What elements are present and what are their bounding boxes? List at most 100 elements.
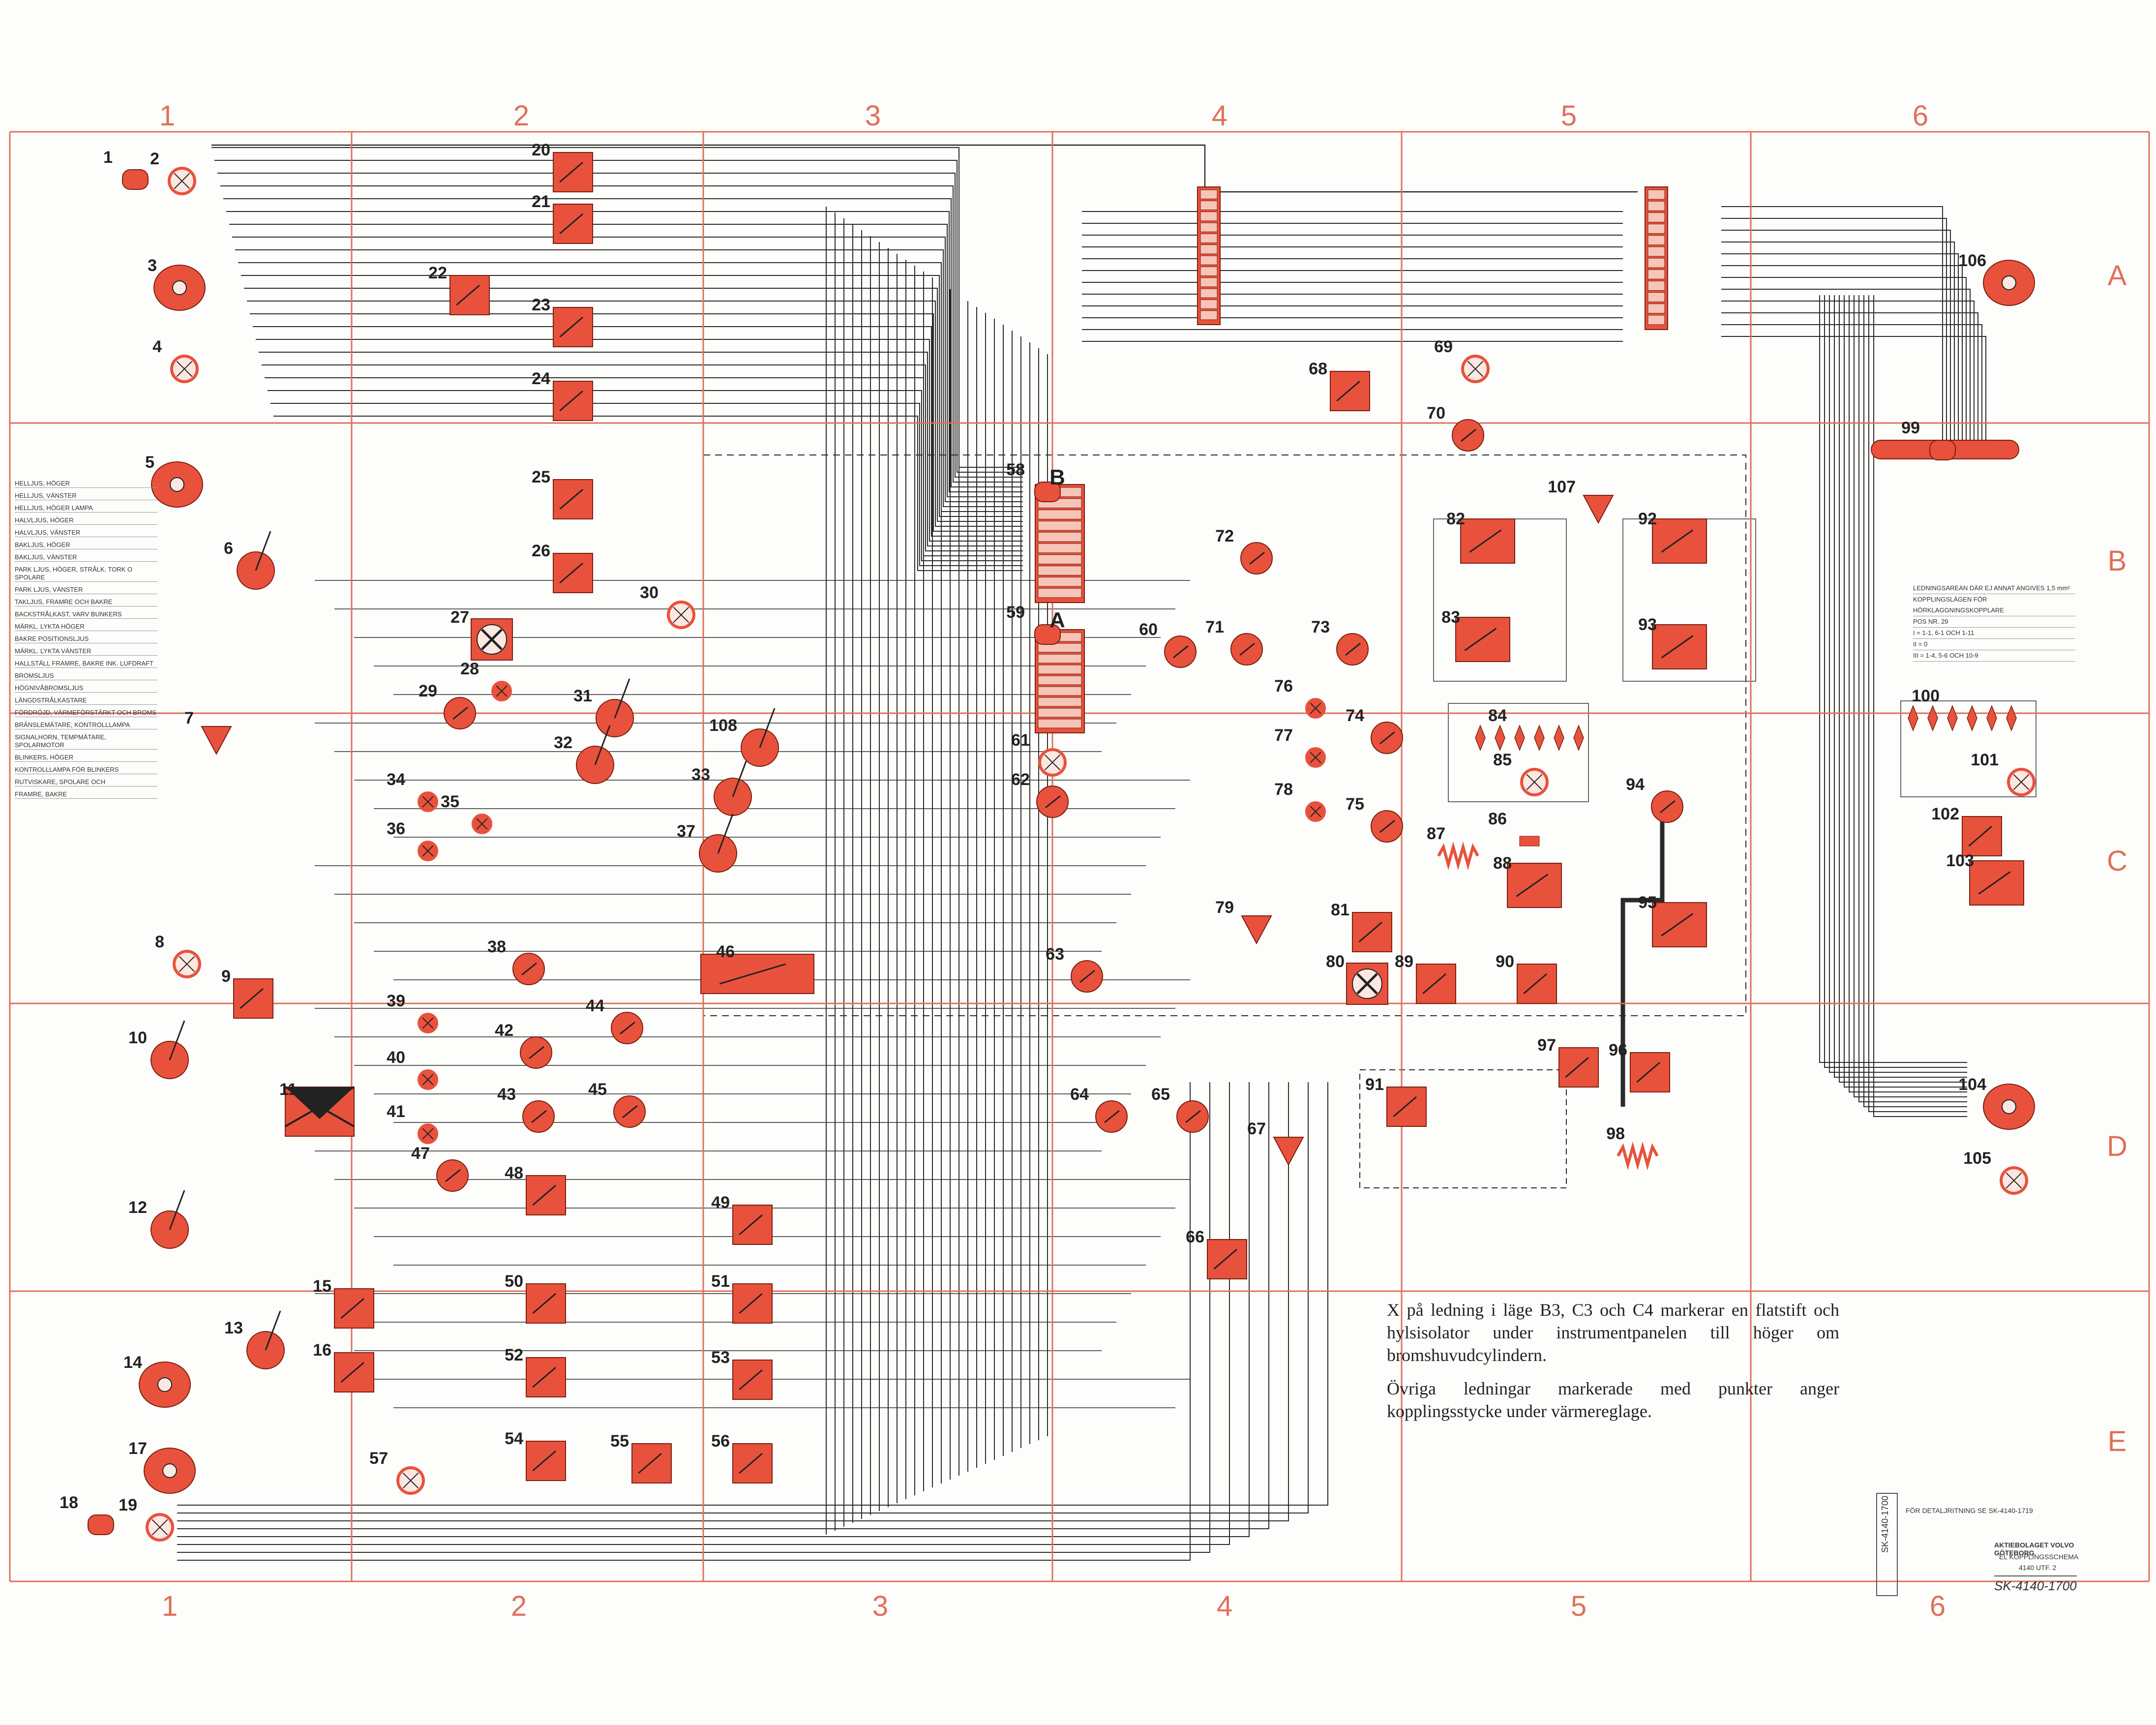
component-56-relay: 56: [711, 1432, 773, 1483]
component-number: 14: [123, 1353, 142, 1372]
relay-contact: [340, 1362, 364, 1383]
component-body: [553, 479, 593, 519]
component-number: 28: [460, 660, 479, 678]
gauge-needle: [521, 962, 537, 976]
switch-lever: [169, 1020, 185, 1060]
grid-column-label-top: 4: [1212, 100, 1228, 132]
component-9-relay: 9: [221, 967, 273, 1019]
component-number: 68: [1309, 360, 1327, 378]
lamp-cross: [673, 606, 689, 623]
component-74-gauge: 74: [1346, 706, 1403, 754]
component-number: 2: [150, 150, 159, 168]
diode: [2006, 704, 2017, 732]
component-number: 52: [505, 1346, 523, 1364]
component-number: 40: [387, 1048, 405, 1067]
wire: [241, 275, 1023, 517]
legend-item: BAKRE POSITIONSLJUS: [15, 635, 157, 643]
component-number: 11: [279, 1080, 297, 1099]
component-body: [449, 275, 490, 315]
component-number: 5: [145, 453, 154, 472]
lamp-cross: [476, 818, 488, 830]
component-body: [88, 1514, 114, 1535]
component-number: 88: [1493, 854, 1512, 873]
component-body: [526, 1175, 566, 1215]
component-number: 106: [1958, 251, 1986, 270]
wire: [273, 416, 1023, 571]
component-number: 43: [497, 1085, 516, 1104]
component-18-connector: 18: [60, 1493, 114, 1535]
lamp-cross: [1310, 752, 1321, 763]
component-number: 54: [505, 1429, 523, 1448]
wire: [1863, 295, 1967, 1107]
relay-contact: [1968, 825, 1992, 847]
component-body: [1386, 1087, 1427, 1127]
lamp-cross: [2013, 774, 2030, 790]
relay-contact: [1523, 973, 1547, 995]
component-83-unit: 83: [1441, 608, 1510, 662]
relay-contact: [1661, 913, 1694, 937]
component-number: 57: [369, 1449, 388, 1468]
switch-lever: [594, 725, 611, 765]
wire: [1721, 336, 1986, 445]
legend-item: LÄNGDSTRÅLKASTARE: [15, 696, 157, 705]
component-number: 91: [1365, 1075, 1384, 1094]
gauge-needle: [1461, 428, 1476, 442]
component-body: [1034, 624, 1061, 645]
diode: [1986, 704, 1997, 732]
grid-column-label-bottom: 2: [511, 1590, 527, 1622]
wire: [268, 390, 1023, 561]
gauge-needle: [1079, 969, 1095, 983]
grid-row-label: B: [2108, 545, 2127, 577]
grid-column-label-top: 1: [159, 100, 175, 132]
component-body: [1558, 1047, 1599, 1088]
component-number: 21: [532, 192, 550, 211]
component-number: 71: [1205, 618, 1224, 636]
component-number: 64: [1070, 1085, 1089, 1104]
wire: [1834, 295, 1967, 1078]
legend-item: PARK LJUS, VÄNSTER: [15, 586, 157, 594]
wire: [1721, 206, 1943, 445]
wire: [244, 288, 1023, 522]
wire: [1839, 295, 1967, 1083]
wire: [253, 326, 1023, 537]
relay-contact: [719, 963, 786, 985]
lamp-cross: [422, 845, 434, 857]
component-54-relay: 54: [505, 1429, 566, 1481]
component-body: [553, 381, 593, 421]
component-body: [1416, 964, 1456, 1004]
component-59-terminal: 59: [1006, 603, 1061, 645]
bulb: [172, 280, 187, 295]
component-11-fusebox: 11: [279, 1080, 355, 1137]
lamp-cross: [151, 1519, 168, 1536]
component-body: [1455, 617, 1510, 662]
relay-contact: [1661, 529, 1694, 553]
relay-contact: [1661, 635, 1694, 659]
function-legend: HELLJUS, HÖGER HELLJUS, VÄNSTER HELLJUS, H…: [15, 480, 157, 803]
component-number: 87: [1427, 824, 1445, 843]
component-50-relay: 50: [505, 1272, 566, 1324]
strip-cell: [1038, 697, 1082, 707]
component-number: 95: [1638, 893, 1657, 912]
strip-cell: [1200, 189, 1218, 199]
component-number: 38: [487, 938, 506, 956]
component-number: 30: [640, 583, 659, 602]
component-number: 48: [505, 1164, 523, 1182]
wire: [1721, 242, 1955, 445]
grid-column-label-bottom: 3: [872, 1590, 888, 1622]
relay-contact: [739, 1293, 763, 1314]
component-100-diodes: 100: [1908, 687, 2017, 732]
grid-column-label-bottom: 1: [162, 1590, 178, 1622]
component-body: [1630, 1052, 1670, 1092]
component-number: 16: [313, 1341, 331, 1360]
lamp-cross: [422, 1074, 434, 1086]
component-101-lamp: 101: [1971, 751, 2036, 796]
component-63-gauge: 63: [1046, 945, 1103, 993]
component-number: 45: [588, 1080, 607, 1099]
relay-contact: [638, 1453, 662, 1474]
lamp-cross: [422, 1017, 434, 1029]
strip-cell: [1038, 588, 1082, 598]
component-number: 103: [1946, 851, 1974, 870]
strip-cell: [1647, 269, 1665, 279]
info-line: II = 0: [1913, 639, 2075, 650]
component-number: 100: [1912, 687, 1940, 705]
